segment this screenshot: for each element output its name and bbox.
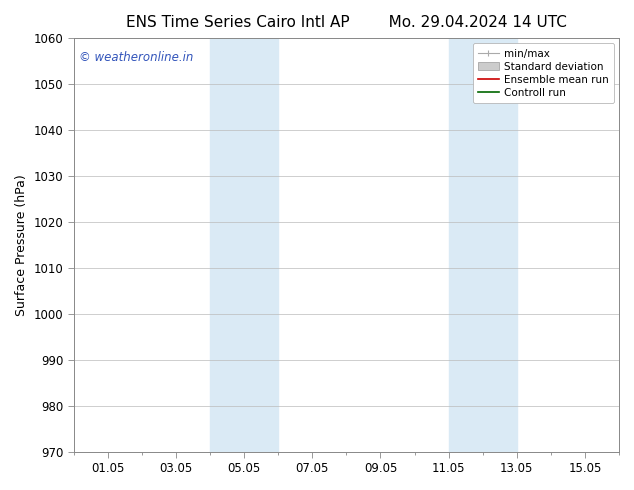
Bar <box>449 38 517 452</box>
Legend: min/max, Standard deviation, Ensemble mean run, Controll run: min/max, Standard deviation, Ensemble me… <box>472 43 614 103</box>
Title: ENS Time Series Cairo Intl AP        Mo. 29.04.2024 14 UTC: ENS Time Series Cairo Intl AP Mo. 29.04.… <box>126 15 567 30</box>
Bar <box>210 38 278 452</box>
Y-axis label: Surface Pressure (hPa): Surface Pressure (hPa) <box>15 174 28 316</box>
Text: © weatheronline.in: © weatheronline.in <box>79 50 193 64</box>
